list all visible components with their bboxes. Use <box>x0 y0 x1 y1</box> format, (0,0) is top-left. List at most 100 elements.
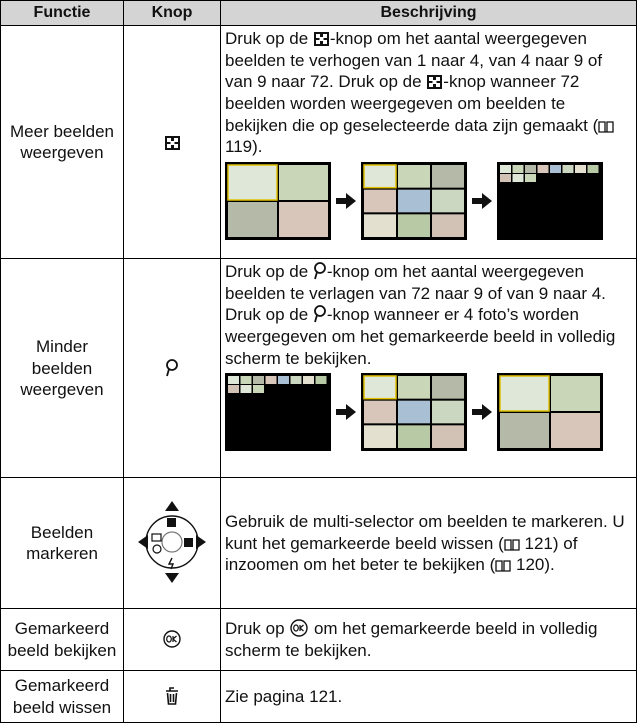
icon-part <box>240 376 252 385</box>
icon-part <box>170 140 174 145</box>
icon-graphic <box>166 358 178 376</box>
description-text: 120). <box>511 555 555 575</box>
icon-part <box>432 164 464 188</box>
icon-part <box>336 192 356 209</box>
icon-part <box>319 37 324 42</box>
icon-part <box>398 214 430 237</box>
icon-part <box>512 173 524 182</box>
description-text: -knop wanneer er 4 foto’s worden weergeg… <box>225 305 616 368</box>
icon-part <box>432 376 464 399</box>
icon-part <box>432 400 464 424</box>
icon-part <box>166 358 178 371</box>
thumbnail-button-icon <box>426 72 443 91</box>
header-row: Functie Knop Beschrijving <box>0 0 637 27</box>
icon-part <box>315 376 327 385</box>
description-text: 121) of inzoomen om het beter te bekijke… <box>225 533 578 575</box>
icon-part <box>151 533 162 542</box>
icon-part <box>562 164 574 173</box>
icon-part <box>436 77 441 82</box>
icon-graphic <box>313 262 326 280</box>
icon-part <box>322 34 327 39</box>
icon-part <box>227 164 278 201</box>
header-cell: Knop <box>123 0 221 27</box>
zoom-out-button-icon <box>313 305 327 324</box>
icon-part <box>315 40 320 45</box>
page-ref-icon <box>598 116 614 135</box>
function-cell: Meer beelden weergeven <box>0 25 124 260</box>
thumbnail-strip <box>225 161 632 240</box>
arrow <box>336 404 356 421</box>
icon-part <box>504 538 520 551</box>
description-text: Zie pagina 121. <box>225 687 343 707</box>
icon-part <box>512 164 524 173</box>
button-cell <box>123 670 221 724</box>
icon-part <box>364 400 396 424</box>
multi-selector-icon <box>136 501 208 587</box>
icon-part <box>398 376 430 399</box>
icon-part <box>166 368 170 376</box>
icon-part <box>228 385 239 394</box>
icon-graphic <box>504 538 520 551</box>
icon-part <box>500 173 511 182</box>
icon-part <box>166 143 171 148</box>
icon-part <box>165 501 179 512</box>
icon-part <box>314 272 318 280</box>
thumbnail-strip <box>225 373 632 452</box>
function-cell: Beelden markeren <box>0 477 124 610</box>
icon-part <box>525 164 536 173</box>
icon-part <box>551 376 600 412</box>
icon-part <box>598 120 614 133</box>
icon-part <box>184 538 193 548</box>
icon-part <box>173 137 178 142</box>
icon-part <box>500 164 511 173</box>
icon-part <box>279 201 328 237</box>
icon-part <box>196 535 206 550</box>
icon-part <box>336 404 356 421</box>
icon-part <box>253 376 264 385</box>
icon-part <box>436 83 441 88</box>
description-text: -knop om het aantal weergegeven beelden … <box>225 262 606 325</box>
thumbnail-screen <box>361 161 467 240</box>
icon-part <box>364 425 396 449</box>
button-cell <box>123 25 221 260</box>
thumbnail-screen <box>497 373 603 452</box>
description-text: -knop wanneer 72 beelden worden weergege… <box>225 72 599 135</box>
thumbnail-screen <box>225 373 331 452</box>
icon-part <box>398 425 430 449</box>
icon-part <box>290 619 308 637</box>
description-text: -knop om het aantal weergegeven beelden … <box>225 29 603 92</box>
header-cell: Functie <box>0 0 124 27</box>
icon-part <box>432 214 464 237</box>
icon-part <box>173 143 178 148</box>
icon-part <box>314 315 318 323</box>
description-text: Druk op de <box>225 262 313 282</box>
icon-graphic <box>598 120 614 133</box>
icon-graphic <box>427 75 443 90</box>
description-text: Druk op <box>225 619 290 639</box>
button-cell <box>123 608 221 672</box>
icon-graphic <box>313 32 329 47</box>
function-cell: Gemarkeerd beeld bekijken <box>0 608 124 672</box>
icon-graphic <box>313 305 326 323</box>
icon-part <box>525 173 536 182</box>
icon-part <box>587 164 599 173</box>
icon-part <box>265 376 277 385</box>
icon-part <box>322 40 327 45</box>
icon-part <box>290 376 302 385</box>
thumbnail-screen <box>225 161 331 240</box>
icon-part <box>303 376 314 385</box>
icon-part <box>163 630 181 648</box>
thumbnail-screen <box>497 161 603 240</box>
icon-graphic <box>166 686 178 705</box>
icon-graphic <box>290 619 308 637</box>
table-row: Beelden markeren Gebruik de multi-select… <box>0 477 637 610</box>
icon-part <box>228 201 277 237</box>
page-ref-icon <box>495 555 511 574</box>
header-cell: Beschrijving <box>220 0 637 27</box>
delete-button-icon <box>164 686 180 707</box>
icon-part <box>138 535 148 550</box>
icon-part <box>166 137 171 142</box>
icon-part <box>429 77 434 82</box>
icon-part <box>550 164 561 173</box>
